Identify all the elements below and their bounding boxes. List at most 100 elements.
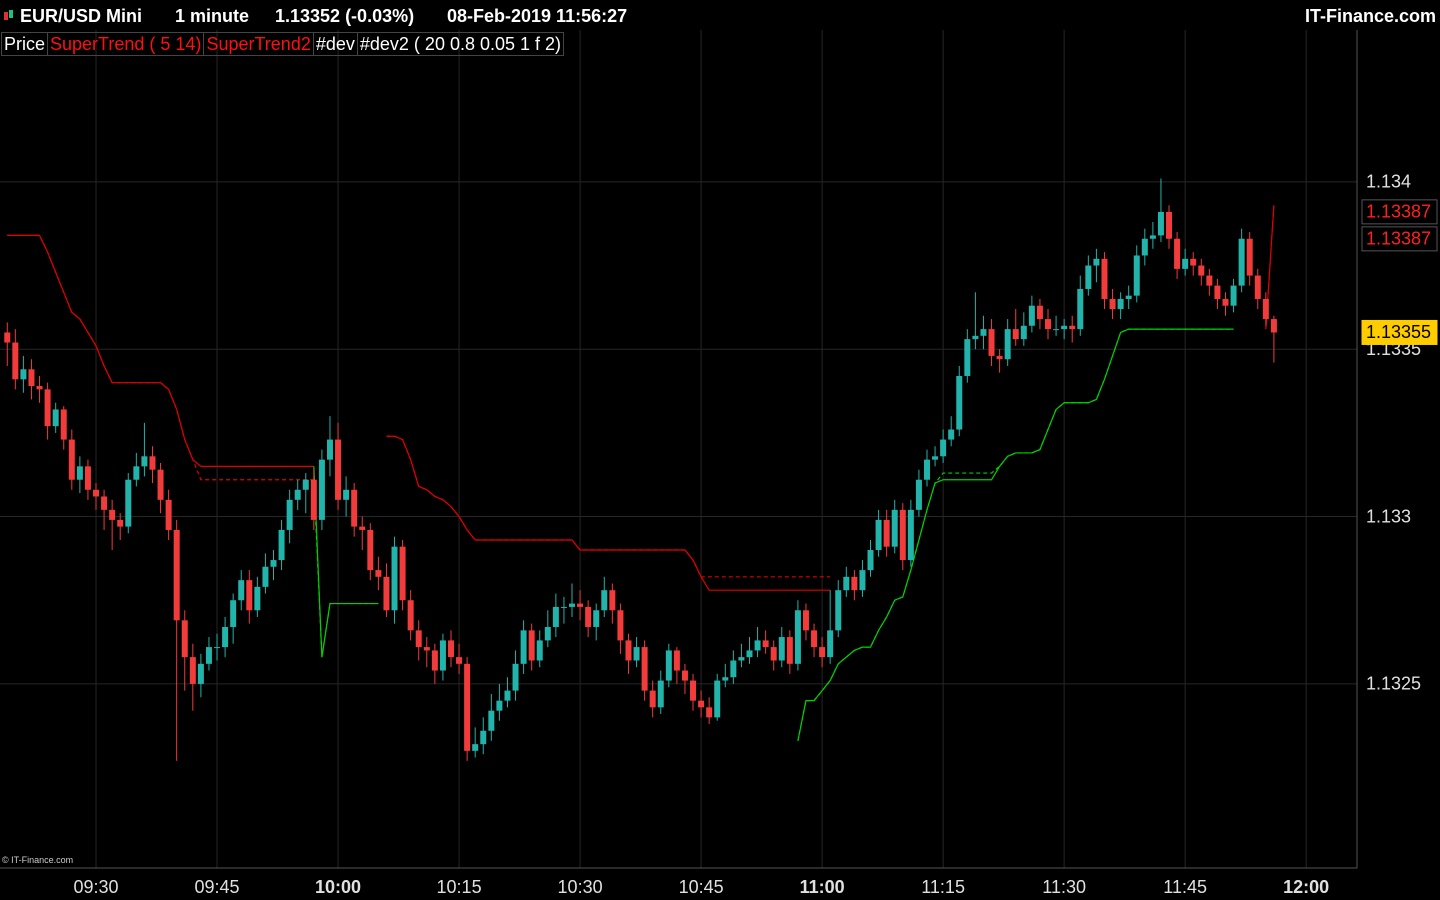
supertrend-line bbox=[313, 479, 379, 658]
symbol-icon bbox=[4, 10, 13, 20]
candle-body bbox=[1133, 255, 1140, 296]
candle-body bbox=[1093, 258, 1100, 266]
x-tick-label: 11:30 bbox=[1042, 877, 1086, 897]
x-tick-label: 11:15 bbox=[921, 877, 965, 897]
candle-body bbox=[1012, 329, 1019, 340]
candle-body bbox=[536, 640, 543, 661]
x-tick-label: 10:45 bbox=[679, 877, 724, 897]
header: EUR/USD Mini 1 minute 1.13352 (-0.03%) 0… bbox=[0, 0, 1440, 32]
candle-body bbox=[488, 710, 495, 731]
candle-body bbox=[988, 329, 995, 356]
candle-body bbox=[157, 469, 164, 500]
candle-body bbox=[52, 409, 59, 427]
candle-body bbox=[173, 529, 180, 621]
price-marker bbox=[1361, 226, 1438, 252]
candle-body bbox=[609, 590, 616, 611]
candle-body bbox=[915, 479, 922, 510]
candle-body bbox=[544, 627, 551, 641]
interval[interactable]: 1 minute bbox=[175, 6, 250, 26]
candle-body bbox=[68, 439, 75, 480]
candle-body bbox=[1109, 298, 1116, 310]
candle-body bbox=[335, 439, 342, 500]
candle-body bbox=[238, 580, 245, 601]
candle-body bbox=[681, 670, 688, 681]
candle-body bbox=[1020, 325, 1027, 340]
candle-body bbox=[560, 606, 567, 608]
candle-body bbox=[899, 509, 906, 561]
candle-body bbox=[1262, 298, 1269, 320]
candle-body bbox=[326, 439, 333, 460]
candle-body bbox=[496, 700, 503, 711]
candle-body bbox=[165, 499, 172, 530]
candle-body bbox=[932, 456, 939, 460]
candle-body bbox=[423, 647, 430, 651]
candle-body bbox=[940, 439, 947, 457]
candle-body bbox=[76, 466, 83, 480]
candle-body bbox=[84, 466, 91, 490]
candle-body bbox=[520, 630, 527, 664]
supertrend-line bbox=[797, 328, 1234, 741]
candle-body bbox=[383, 576, 390, 611]
x-tick-label: 10:15 bbox=[437, 877, 482, 897]
candle-body bbox=[698, 700, 705, 708]
candle-body bbox=[407, 600, 414, 631]
candle-body bbox=[948, 429, 955, 440]
legend-item[interactable]: SuperTrend ( 5 14) bbox=[47, 32, 205, 56]
supertrend-line bbox=[7, 234, 314, 481]
candle-body bbox=[222, 627, 229, 648]
candle-body bbox=[1045, 319, 1052, 330]
candle-body bbox=[1085, 265, 1092, 289]
candle-body bbox=[1238, 238, 1245, 286]
candle-body bbox=[367, 529, 374, 571]
candle-body bbox=[972, 335, 979, 340]
legend-item[interactable]: #dev2 ( 20 0.8 0.05 1 f 2) bbox=[356, 32, 565, 56]
candle-body bbox=[294, 489, 301, 500]
candle-body bbox=[318, 459, 325, 520]
candle-body bbox=[738, 657, 745, 661]
brand: IT-Finance.com bbox=[1304, 6, 1436, 26]
candle-body bbox=[835, 590, 842, 631]
x-tick-label: 12:00 bbox=[1283, 877, 1329, 897]
candle-body bbox=[811, 630, 818, 648]
candle-body bbox=[246, 580, 253, 611]
y-tick-label: 1.134 bbox=[1366, 172, 1411, 192]
candle-body bbox=[770, 647, 777, 661]
candle-body bbox=[657, 680, 664, 708]
price-marker bbox=[1361, 319, 1438, 345]
candle-body bbox=[851, 576, 858, 591]
candle-body bbox=[778, 637, 785, 661]
candle-body bbox=[36, 386, 43, 390]
candle-body bbox=[1125, 295, 1132, 299]
candle-body bbox=[44, 389, 51, 427]
candle-body bbox=[1077, 288, 1084, 330]
candle-body bbox=[20, 369, 27, 380]
candle-body bbox=[875, 519, 882, 551]
candle-body bbox=[649, 690, 656, 708]
candle-body bbox=[1182, 258, 1189, 269]
candle-body bbox=[205, 647, 212, 664]
candle-body bbox=[754, 640, 761, 651]
candle-body bbox=[504, 690, 511, 701]
legend-item[interactable]: SuperTrend2 bbox=[203, 32, 314, 56]
candle-body bbox=[1254, 275, 1261, 299]
symbol[interactable]: EUR/USD Mini bbox=[20, 6, 143, 26]
candle-body bbox=[1141, 238, 1148, 256]
candle-body bbox=[1028, 305, 1035, 326]
legend-item[interactable]: Price bbox=[1, 32, 49, 56]
candle-body bbox=[843, 576, 850, 591]
candle-body bbox=[577, 603, 584, 607]
candle-body bbox=[956, 375, 963, 430]
candle-body bbox=[375, 570, 382, 577]
candle-body bbox=[819, 647, 826, 658]
candle-body bbox=[714, 680, 721, 718]
candle-body bbox=[399, 546, 406, 601]
candle-body bbox=[593, 610, 600, 628]
candle-body bbox=[214, 647, 221, 649]
candle-body bbox=[907, 509, 914, 561]
legend-item[interactable]: #dev bbox=[312, 32, 358, 56]
candle-body bbox=[1230, 285, 1237, 306]
price: 1.13352 (-0.03%) bbox=[275, 6, 415, 26]
candle-body bbox=[633, 647, 640, 661]
price-marker bbox=[1361, 199, 1438, 225]
